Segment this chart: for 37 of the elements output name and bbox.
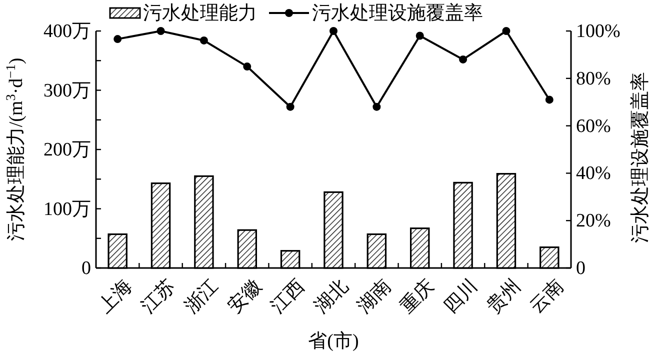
- x-tick-label: 湖南: [354, 276, 396, 318]
- y2-tick-label: 40%: [576, 162, 611, 184]
- point: [330, 27, 338, 35]
- x-tick-label: 浙江: [180, 276, 223, 318]
- point: [243, 62, 252, 71]
- x-tick-label: 上海: [94, 276, 136, 318]
- point: [545, 96, 554, 104]
- y2-tick-label: 100%: [576, 20, 620, 42]
- point: [114, 35, 122, 44]
- legend-label: 污水处理设施覆盖率: [312, 2, 483, 24]
- x-tick-label: 江苏: [138, 276, 180, 318]
- x-tick-label: 云南: [526, 276, 568, 318]
- point: [502, 27, 510, 35]
- y2-tick-label: 60%: [576, 115, 611, 136]
- point: [459, 55, 468, 64]
- point: [416, 32, 424, 40]
- x-tick-label: 贵州: [483, 276, 525, 318]
- x-tick-label: 四川: [440, 276, 482, 318]
- point: [200, 36, 208, 44]
- point: [156, 27, 165, 35]
- y2-axis-title: 污水处理设施覆盖率: [629, 72, 651, 243]
- x-axis-title: 省(市): [308, 330, 359, 352]
- x-tick-label: 湖北: [310, 276, 352, 318]
- y2-tick-label: 80%: [576, 68, 611, 89]
- y2-tick-label: 0: [576, 258, 586, 278]
- point: [372, 102, 381, 111]
- y-tick-label: 0: [82, 258, 91, 278]
- y-tick-label: 100万: [44, 198, 91, 220]
- point: [286, 102, 294, 111]
- y2-tick-label: 20%: [576, 210, 611, 232]
- y-tick-label: 400万: [44, 20, 91, 42]
- y-tick-label: 300万: [44, 80, 91, 101]
- x-tick-label: 安徽: [223, 275, 266, 318]
- x-tick-label: 江西: [267, 276, 309, 318]
- x-tick-label: 重庆: [396, 275, 438, 318]
- y-tick-label: 200万: [44, 139, 91, 160]
- legend-label: 污水处理能力: [143, 2, 257, 24]
